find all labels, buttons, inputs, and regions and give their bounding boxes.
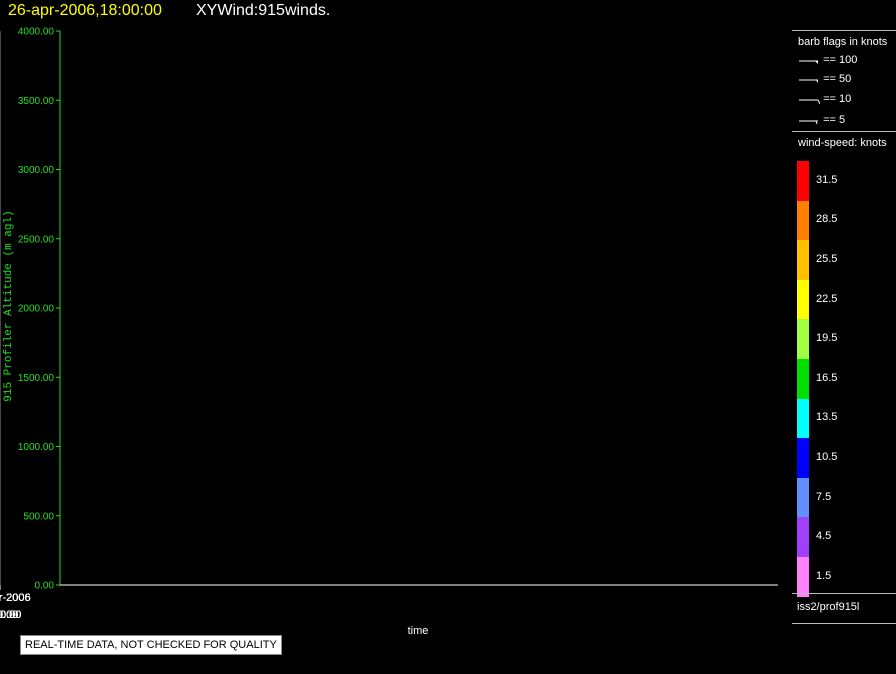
wind-speed-title: wind-speed: knots (798, 137, 887, 149)
speed-color-swatch (797, 438, 809, 479)
data-source-label: iss2/prof915l (797, 601, 860, 613)
chart-date-title: 26-apr-2006,18:00:00 (8, 2, 162, 19)
y-tick-label: 2000.00 (18, 304, 55, 315)
y-tick-label: 0.00 (35, 581, 55, 592)
x-tick-date-label: 25-Apr-2006 (0, 592, 31, 604)
speed-label: 25.5 (816, 253, 838, 265)
legend-divider (792, 623, 896, 624)
speed-color-swatch (797, 319, 809, 360)
flag-label-5: == 5 (823, 114, 846, 126)
x-tick-date-label: 26-Apr-2006 (0, 592, 31, 604)
flag-label-100: == 100 (823, 54, 858, 66)
speed-color-swatch (797, 557, 809, 598)
x-tick-time-label: 10:00:00 (0, 609, 21, 621)
legend-panel: barb flags in knots == 100 == 50 == 10 =… (792, 30, 896, 624)
x-tick-time-label: 2:00:00 (0, 609, 18, 621)
y-tick-label: 2500.00 (18, 234, 55, 245)
speed-label: 19.5 (816, 332, 838, 345)
speed-label: 16.5 (816, 371, 838, 384)
x-tick-date-label: 26-Apr-2006 (0, 592, 31, 604)
legend-divider (792, 131, 896, 132)
y-tick-label: 4000.00 (18, 27, 55, 38)
speed-color-swatch (797, 359, 809, 400)
barb-flags-title: barb flags in knots (798, 36, 888, 48)
flag-5-icon (799, 120, 818, 125)
x-tick-time-label: 6:00:00 (0, 609, 18, 621)
x-axis-title: time (408, 625, 429, 637)
x-axis-ticks: 25-Apr-200618:00:0025-Apr-200622:00:0026… (0, 585, 31, 621)
speed-color-swatch (797, 161, 809, 202)
flag-50-icon (799, 79, 818, 84)
speed-color-swatch (797, 240, 809, 281)
x-tick-date-label: 26-Apr-2006 (0, 592, 31, 604)
x-tick-time-label: 18:00:00 (0, 609, 21, 621)
y-tick-label: 1500.00 (18, 373, 55, 384)
speed-label: 28.5 (816, 213, 838, 226)
x-tick-date-label: 26-Apr-2006 (0, 592, 31, 604)
y-tick-label: 1000.00 (18, 442, 55, 453)
speed-color-swatch (797, 517, 809, 558)
legend-divider (792, 30, 896, 31)
speed-label: 1.5 (816, 569, 832, 582)
flag-10-icon (799, 99, 821, 105)
speed-label: 13.5 (816, 411, 838, 424)
speed-label: 4.5 (816, 530, 832, 543)
y-tick-label: 500.00 (23, 511, 54, 522)
flag-row-100: == 100 (798, 54, 857, 66)
speed-label: 10.5 (816, 451, 838, 463)
speed-label: 22.5 (816, 292, 838, 305)
speed-color-swatch (797, 477, 809, 518)
x-tick-date-label: 25-Apr-2006 (0, 592, 31, 604)
y-axis-title: 915 Profiler Altitude (m agl) (3, 210, 15, 401)
flag-100-icon (799, 60, 818, 65)
y-tick-label: 3000.00 (18, 165, 55, 176)
flag-label-10: == 10 (823, 93, 852, 105)
y-tick-label: 3500.00 (18, 96, 55, 107)
speed-color-swatch (797, 398, 809, 439)
flag-row-5: == 5 (798, 114, 845, 126)
flag-row-10: == 10 (798, 93, 851, 105)
x-tick-date-label: 26-Apr-2006 (0, 592, 31, 604)
quality-warning-note: REAL-TIME DATA, NOT CHECKED FOR QUALITY (20, 635, 282, 655)
flag-label-50: == 50 (823, 73, 852, 85)
chart-title: XYWind:915winds. (196, 2, 331, 19)
flag-row-50: == 50 (798, 73, 851, 85)
x-tick-time-label: 22:00:00 (0, 609, 21, 621)
x-tick-time-label: 18:00:00 (0, 609, 21, 621)
speed-label: 31.5 (816, 173, 838, 186)
x-tick-time-label: 14:00:00 (0, 609, 21, 621)
y-axis-ticks: 0.00 500.00 1000.00 1500.00 2000.00 2500.00 30… (18, 27, 60, 592)
speed-color-swatch (797, 279, 809, 320)
speed-label: 7.5 (816, 490, 832, 503)
speed-color-swatch (797, 200, 809, 241)
legend-divider (792, 593, 896, 594)
